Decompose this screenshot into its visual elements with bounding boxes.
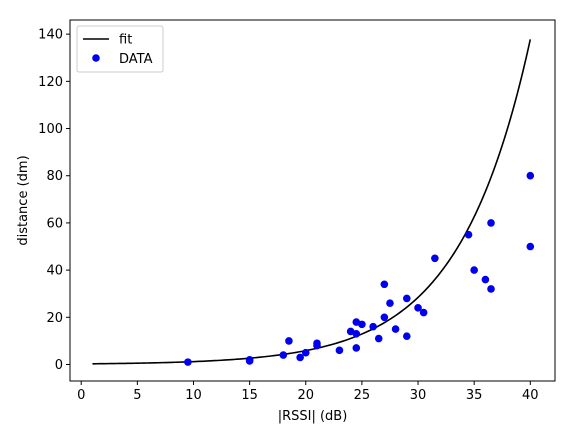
legend-fit-label: fit	[119, 33, 132, 48]
data-point	[481, 275, 490, 284]
data-point	[403, 332, 411, 340]
data-point	[487, 285, 495, 293]
y-tick-label: 40	[46, 264, 63, 279]
y-axis-label: distance (dm)	[16, 155, 31, 245]
data-point	[352, 330, 361, 338]
data-point	[391, 325, 400, 333]
y-tick-label: 140	[38, 28, 63, 43]
data-point	[487, 219, 495, 227]
y-tick-label: 120	[38, 75, 63, 90]
data-point	[431, 254, 439, 263]
y-tick-label: 20	[46, 311, 63, 326]
data-point	[380, 280, 389, 289]
data-point	[464, 230, 473, 239]
y-tick-label: 60	[46, 216, 63, 231]
legend-data-swatch	[92, 54, 100, 62]
data-point	[414, 304, 422, 312]
data-point	[419, 308, 428, 317]
legend-data-label: DATA	[119, 52, 153, 67]
x-tick-label: 10	[185, 388, 202, 403]
data-point	[526, 171, 535, 180]
data-point	[285, 337, 293, 345]
axis-ticks: 0 5 10 15 20 25 30 35 40 0 20 40 60 80 100 120 140	[38, 28, 538, 403]
y-tick-label: 100	[38, 122, 63, 137]
data-point	[470, 266, 478, 274]
x-tick-label: 5	[133, 388, 141, 403]
data-point	[184, 358, 192, 366]
data-point	[245, 355, 254, 364]
data-point	[301, 348, 310, 357]
data-point	[358, 320, 366, 329]
x-tick-label: 20	[297, 388, 314, 403]
x-tick-label: 25	[354, 388, 371, 403]
data-point	[403, 294, 411, 303]
x-tick-label: 15	[241, 388, 258, 403]
x-tick-label: 30	[410, 388, 427, 403]
x-tick-label: 35	[466, 388, 483, 403]
data-point	[335, 346, 344, 355]
y-tick-label: 0	[55, 358, 63, 373]
data-point	[352, 344, 361, 352]
fit-curve	[92, 39, 532, 365]
data-point	[296, 353, 304, 362]
data-point	[374, 334, 383, 343]
y-tick-label: 80	[46, 169, 63, 184]
x-tick-label: 0	[77, 388, 85, 403]
x-axis-label: |RSSI| (dB)	[278, 409, 348, 424]
data-point	[313, 339, 321, 348]
data-point	[279, 351, 288, 359]
x-tick-label: 40	[522, 388, 539, 403]
data-point	[386, 299, 394, 307]
data-point	[526, 242, 535, 251]
data-point	[380, 313, 389, 322]
legend: fit DATA	[76, 25, 164, 73]
axes-frame	[69, 19, 556, 382]
data-point	[369, 322, 377, 331]
plot-area	[92, 39, 535, 366]
